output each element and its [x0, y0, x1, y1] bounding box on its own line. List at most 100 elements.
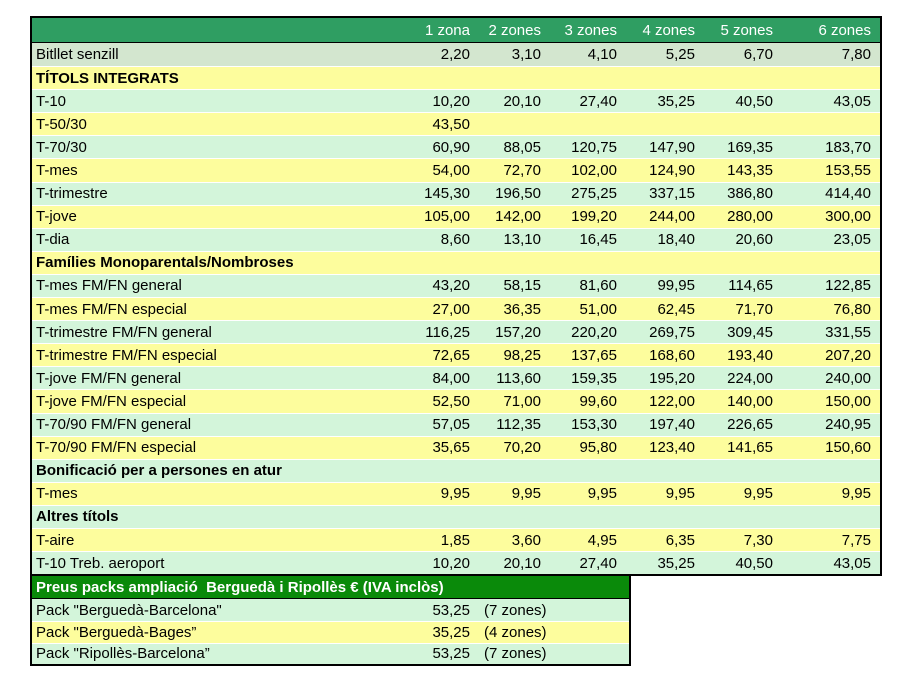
- pack-price: 53,25: [432, 601, 470, 619]
- fare-value-cell: 197,40: [649, 416, 695, 434]
- section-header-row: Bonificació per a persones en atur: [32, 458, 880, 482]
- fare-value-cell: 112,35: [496, 416, 541, 434]
- row-label: T-trimestre FM/FN especial: [36, 346, 217, 364]
- row-label: T-jove FM/FN especial: [36, 392, 187, 410]
- fare-value-cell: 9,95: [440, 485, 470, 503]
- fare-value-cell: 20,60: [735, 231, 773, 249]
- pack-table-body: Pack "Berguedà-Barcelona" 53,25 (7 zones) P…: [32, 599, 629, 665]
- fare-value-cell: 169,35: [727, 138, 773, 156]
- fare-value-cell: 116,25: [425, 323, 470, 341]
- table-row: T-10 Treb. aeroport 10,20 20,10 27,40 35,25 4…: [32, 551, 880, 575]
- fare-value-cell: 40,50: [735, 554, 773, 572]
- fare-value-cell: 13,10: [503, 231, 541, 249]
- fare-price-sheet: 1 zona 2 zones 3 zones 4 zones 5 zones 6 zone…: [30, 16, 882, 667]
- table-row: T-trimestre FM/FN especial 72,65 98,25 137,…: [32, 343, 880, 367]
- fare-value-cell: 35,65: [432, 439, 470, 457]
- pack-zones-count: (4 zones): [484, 623, 547, 641]
- fare-value-cell: 141,65: [727, 439, 773, 457]
- fare-value-cell: 10,20: [432, 92, 470, 110]
- fare-value-cell: 113,60: [496, 369, 541, 387]
- row-label: T-mes: [36, 162, 78, 180]
- fare-value-cell: 7,75: [841, 531, 871, 549]
- row-label: T-mes: [36, 485, 78, 503]
- fare-value-cell: 23,05: [833, 231, 871, 249]
- row-label: T-50/30: [36, 115, 87, 133]
- fare-value-cell: 1,85: [440, 531, 470, 549]
- fare-value-cell: 81,60: [579, 277, 617, 295]
- fare-value-cell: 76,80: [833, 300, 871, 318]
- fare-value-cell: 70,20: [503, 439, 541, 457]
- fare-value-cell: 16,45: [579, 231, 617, 249]
- fare-value-cell: 244,00: [649, 208, 695, 226]
- fare-value-cell: 157,20: [495, 323, 541, 341]
- fare-value-cell: 7,80: [841, 46, 871, 64]
- table-row: T-50/30 43,50: [32, 112, 880, 136]
- fare-value-cell: 196,50: [495, 185, 541, 203]
- zone-header-cell: 3 zones: [564, 21, 617, 39]
- pack-zones-count: (7 zones): [484, 645, 547, 663]
- fare-value-cell: 122,00: [649, 392, 695, 410]
- fare-value-cell: 414,40: [825, 185, 871, 203]
- fare-value-cell: 84,00: [432, 369, 470, 387]
- pack-table-title: Preus packs ampliació Berguedà i Ripollè…: [32, 576, 629, 600]
- fare-value-cell: 5,25: [665, 46, 695, 64]
- section-header-row: Altres títols: [32, 504, 880, 528]
- fare-value-cell: 43,05: [833, 92, 871, 110]
- row-label: Bonificació per a persones en atur: [36, 462, 282, 480]
- fare-value-cell: 300,00: [825, 208, 871, 226]
- fare-value-cell: 20,10: [503, 554, 541, 572]
- fare-value-cell: 4,95: [587, 531, 617, 549]
- fare-value-cell: 9,95: [743, 485, 773, 503]
- zone-header-cell: 6 zones: [818, 21, 871, 39]
- fare-value-cell: 123,40: [649, 439, 695, 457]
- row-label: Bitllet senzill: [36, 46, 119, 64]
- fare-value-cell: 43,05: [833, 554, 871, 572]
- table-row: T-aire 1,85 3,60 4,95 6,35 7,30 7,75: [32, 527, 880, 552]
- fare-value-cell: 220,20: [571, 323, 617, 341]
- fare-value-cell: 72,70: [503, 162, 541, 180]
- fare-value-cell: 3,10: [511, 46, 541, 64]
- section-header-row: TÍTOLS INTEGRATS: [32, 66, 880, 90]
- table-row: T-trimestre 145,30 196,50 275,25 337,15 386,8…: [32, 181, 880, 205]
- table-row: T-10 10,20 20,10 27,40 35,25 40,50 43,05: [32, 89, 880, 113]
- table-row: T-70/90 FM/FN especial 35,65 70,20 95,80 123…: [32, 435, 880, 459]
- pack-price: 35,25: [432, 623, 470, 641]
- fare-value-cell: 43,50: [432, 115, 470, 133]
- fare-value-cell: 309,45: [727, 323, 773, 341]
- fare-value-cell: 226,65: [727, 416, 773, 434]
- zone-header-row: 1 zona 2 zones 3 zones 4 zones 5 zones 6 zone…: [32, 18, 880, 43]
- fare-value-cell: 95,80: [579, 439, 617, 457]
- pack-label: Pack "Berguedà-Barcelona": [36, 601, 222, 619]
- fare-value-cell: 142,00: [495, 208, 541, 226]
- zone-header-cell: 5 zones: [720, 21, 773, 39]
- fare-value-cell: 57,05: [432, 416, 470, 434]
- fare-value-cell: 36,35: [503, 300, 541, 318]
- table-row: T-mes 54,00 72,70 102,00 124,90 143,35 153,55: [32, 158, 880, 182]
- fare-value-cell: 137,65: [571, 346, 617, 364]
- fare-value-cell: 60,90: [432, 138, 470, 156]
- fare-value-cell: 72,65: [432, 346, 470, 364]
- fare-value-cell: 71,00: [503, 392, 541, 410]
- fare-value-cell: 114,65: [728, 277, 773, 295]
- row-label: T-aire: [36, 531, 75, 549]
- section-header-row: Famílies Monoparentals/Nombroses: [32, 250, 880, 274]
- fare-value-cell: 6,70: [743, 46, 773, 64]
- table-row: T-jove FM/FN especial 52,50 71,00 99,60 122,…: [32, 389, 880, 413]
- row-label: T-mes FM/FN especial: [36, 300, 187, 318]
- table-row: T-mes 9,95 9,95 9,95 9,95 9,95 9,95: [32, 481, 880, 505]
- table-row: T-trimestre FM/FN general 116,25 157,20 220…: [32, 320, 880, 344]
- fare-value-cell: 99,60: [579, 392, 617, 410]
- fare-value-cell: 3,60: [511, 531, 541, 549]
- table-row: T-mes FM/FN general 43,20 58,15 81,60 99,95 1…: [32, 273, 880, 298]
- row-label: T-trimestre FM/FN general: [36, 323, 212, 341]
- pack-row: Pack "Berguedà-Bages” 35,25 (4 zones): [32, 620, 629, 643]
- fare-value-cell: 9,95: [511, 485, 541, 503]
- row-label: T-10 Treb. aeroport: [36, 554, 165, 572]
- table-row: T-jove FM/FN general 84,00 113,60 159,35 195…: [32, 366, 880, 390]
- fare-value-cell: 269,75: [649, 323, 695, 341]
- fare-value-cell: 150,60: [825, 439, 871, 457]
- row-label: T-70/90 FM/FN general: [36, 416, 192, 434]
- fare-table: 1 zona 2 zones 3 zones 4 zones 5 zones 6 zone…: [30, 16, 882, 577]
- fare-value-cell: 193,40: [727, 346, 773, 364]
- fare-value-cell: 27,00: [432, 300, 470, 318]
